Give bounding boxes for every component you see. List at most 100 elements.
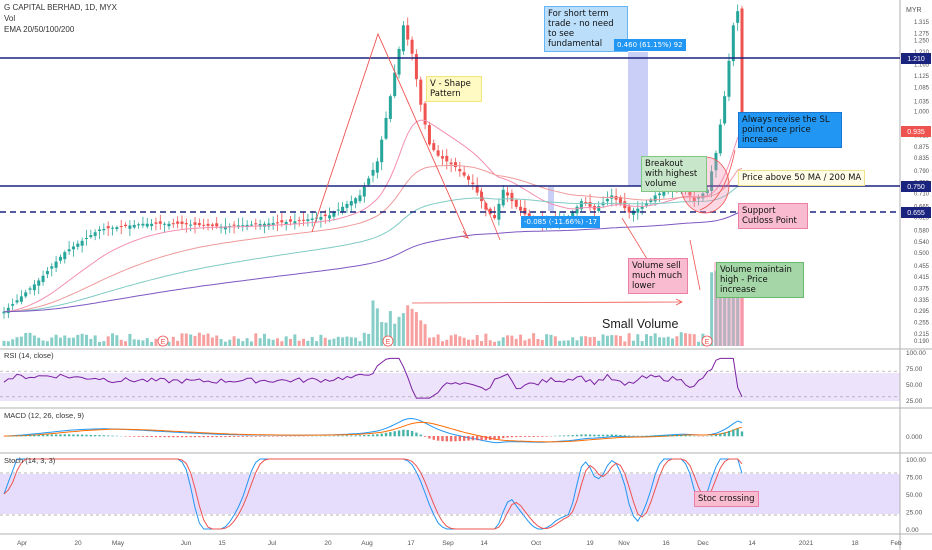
macd-hist xyxy=(740,431,744,437)
candle-body xyxy=(137,224,141,226)
time-tick: 14 xyxy=(748,540,756,547)
stoch-pane xyxy=(0,458,900,530)
drop-arrow xyxy=(479,189,501,241)
candle-body xyxy=(197,223,201,226)
volume-bar xyxy=(419,320,423,346)
volume-bar xyxy=(623,341,627,346)
candle-body xyxy=(636,208,640,213)
note-vol-high[interactable]: Volume maintain high - Price increase xyxy=(716,262,804,298)
candle-body xyxy=(280,220,284,223)
macd-hist xyxy=(254,436,257,437)
note-drop[interactable]: -0.085 (-11.66%) -17 xyxy=(521,216,601,228)
volume-bar xyxy=(514,338,518,346)
volume-bar xyxy=(427,337,431,346)
volume-bar xyxy=(414,312,418,346)
candle-body xyxy=(714,152,718,171)
price-tick: 0.710 xyxy=(914,192,930,198)
macd-hist xyxy=(489,436,492,440)
macd-hist xyxy=(588,434,592,437)
candle-body xyxy=(323,214,327,217)
candle-body xyxy=(510,192,514,202)
macd-hist xyxy=(137,436,140,437)
macd-hist xyxy=(597,434,600,437)
note-support[interactable]: Support Cutloss Point xyxy=(738,203,808,229)
price-tick: 1.085 xyxy=(914,85,930,91)
candle-body xyxy=(254,223,258,225)
note-breakout[interactable]: Breakout with highest volume xyxy=(641,156,707,192)
volume-bar xyxy=(302,338,306,346)
macd-hist xyxy=(224,436,227,438)
note-above-ma[interactable]: Price above 50 MA / 200 MA xyxy=(738,170,866,186)
time-tick: 20 xyxy=(324,540,332,547)
volume-bar xyxy=(328,339,332,346)
volume-bar xyxy=(644,334,648,346)
small-volume-label: Small Volume xyxy=(602,317,678,331)
price-tick: 0.790 xyxy=(914,169,930,175)
candle-body xyxy=(258,224,262,227)
macd-hist xyxy=(393,431,396,437)
candle-body xyxy=(19,296,23,302)
price-tick: 1.125 xyxy=(914,74,930,80)
volume-bar xyxy=(527,338,531,346)
candle-body xyxy=(341,206,345,213)
macd-hist xyxy=(15,435,19,437)
volume-bar xyxy=(588,337,592,346)
volume-bar xyxy=(293,334,297,346)
volume-bar xyxy=(640,341,644,346)
candle-body xyxy=(102,228,106,231)
macd-hist xyxy=(506,436,509,438)
macd-hist xyxy=(445,436,448,442)
volume-bar xyxy=(154,338,158,346)
macd-hist xyxy=(193,436,197,438)
volume-bar xyxy=(236,338,240,346)
macd-hist xyxy=(363,435,366,437)
candle-body xyxy=(371,169,375,176)
macd-hist xyxy=(493,436,496,440)
macd-hist xyxy=(562,435,566,437)
volume-bar xyxy=(501,337,505,346)
macd-hist xyxy=(263,436,266,437)
macd-hist xyxy=(732,429,735,437)
note-measure[interactable]: 0.460 (61.15%) 92 xyxy=(614,39,686,51)
volume-bar xyxy=(462,337,466,346)
volume-bar xyxy=(67,337,71,346)
macd-hist xyxy=(67,434,71,437)
macd-hist xyxy=(658,435,661,437)
candle-body xyxy=(701,193,705,199)
note-stoc-crossing[interactable]: Stoc crossing xyxy=(694,491,759,507)
macd-hist xyxy=(11,435,14,437)
volume-bar xyxy=(115,335,119,346)
time-axis: Apr 20 May Jun 15 Jul 20 Aug 17 Sep 14 Oct 19 Nov 16 De… xyxy=(17,540,902,547)
macd-hist xyxy=(475,436,479,441)
candle-body xyxy=(2,311,6,314)
time-tick: 18 xyxy=(851,540,859,547)
macd-hist xyxy=(584,434,587,437)
macd-hist xyxy=(714,434,718,437)
candle-body xyxy=(414,54,418,80)
note-vol-sell[interactable]: Volume sell much much lower xyxy=(628,258,688,294)
macd-hist xyxy=(176,436,179,438)
candle-body xyxy=(406,25,410,40)
volume-bar xyxy=(475,335,479,346)
note-revise-sl[interactable]: Always revise the SL point once price in… xyxy=(738,112,842,148)
volume-bar xyxy=(93,335,97,346)
earnings-markers[interactable]: E E E xyxy=(157,335,713,347)
volume-bar xyxy=(679,332,683,346)
candle-body xyxy=(445,155,449,162)
macd-hist xyxy=(727,431,731,437)
candle-body xyxy=(171,223,175,225)
candle-body xyxy=(98,229,102,231)
volume-bar xyxy=(345,336,349,346)
note-v-shape[interactable]: V - Shape Pattern xyxy=(426,76,482,102)
candle-body xyxy=(523,207,527,215)
macd-hist xyxy=(245,436,249,437)
time-tick: 20 xyxy=(74,540,82,547)
volume-bar xyxy=(566,340,570,346)
volume-bar xyxy=(245,338,249,346)
stoch-tick: 50.00 xyxy=(906,492,923,499)
macd-hist xyxy=(471,436,475,441)
signal-line xyxy=(4,421,743,443)
rsi-line xyxy=(0,357,900,399)
volume-bar xyxy=(258,338,262,346)
note-short-term[interactable]: For short term trade - no need to see fu… xyxy=(544,6,628,52)
